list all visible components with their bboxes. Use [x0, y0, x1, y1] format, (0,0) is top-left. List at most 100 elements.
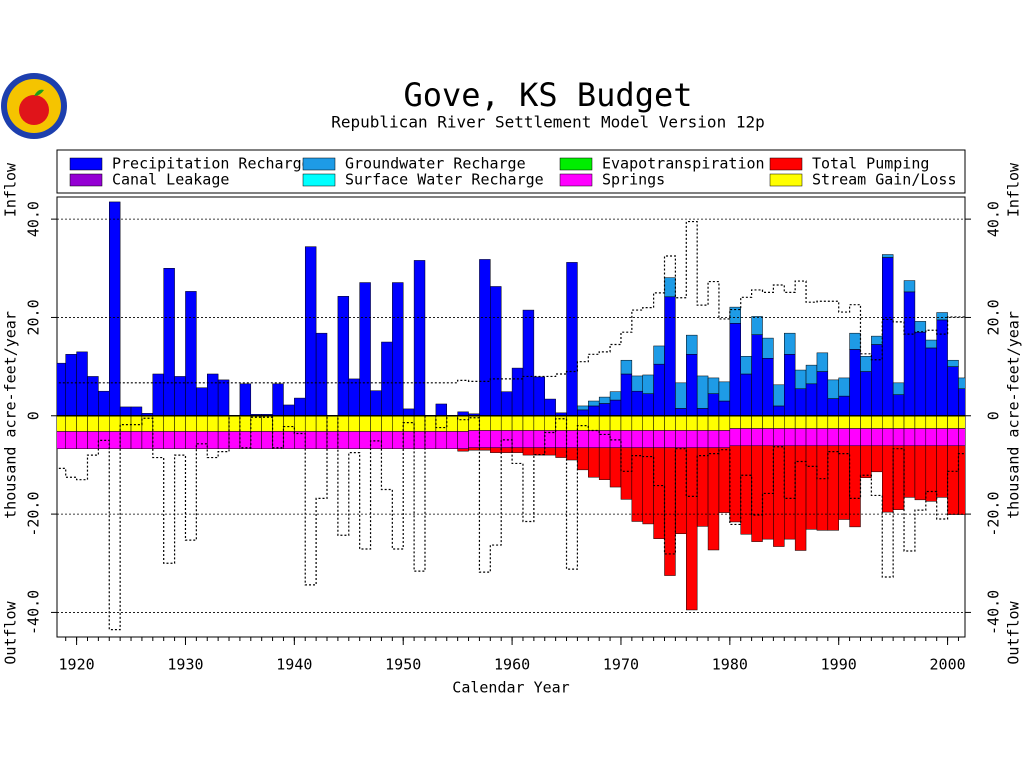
x-tick-label: 1940	[276, 656, 312, 674]
bar-segment	[577, 409, 589, 417]
bar-segment	[533, 447, 546, 456]
bar-segment	[696, 375, 709, 409]
bar-segment	[228, 415, 241, 432]
bar-segment	[402, 408, 415, 417]
bar-segment	[816, 415, 829, 429]
bar-segment	[936, 428, 948, 447]
bar-segment	[871, 445, 883, 473]
bar-segment	[947, 359, 959, 367]
bar-segment	[882, 254, 894, 258]
x-tick-label: 1960	[494, 656, 530, 674]
bar-segment	[947, 366, 959, 417]
bar-segment	[696, 447, 709, 527]
bar-segment	[947, 415, 959, 429]
bar-segment	[87, 431, 99, 449]
bar-segment	[773, 428, 785, 447]
bar-segment	[707, 447, 720, 551]
bar-segment	[250, 415, 262, 432]
bar-segment	[566, 447, 578, 461]
bar-segment	[413, 260, 426, 417]
bar-segment	[936, 445, 948, 498]
y-tick-label: 0	[25, 411, 43, 420]
bar-segment	[598, 415, 611, 431]
bar-segment	[315, 431, 328, 449]
bar-segment	[588, 405, 600, 417]
legend-swatch	[559, 157, 593, 171]
bar-segment	[250, 431, 262, 449]
bar-segment	[751, 415, 763, 429]
bar-segment	[566, 415, 578, 431]
bar-segment	[359, 431, 371, 449]
bar-segment	[239, 415, 252, 432]
bar-segment	[827, 379, 839, 399]
bar-segment	[304, 246, 317, 417]
bar-segment	[577, 430, 589, 448]
bar-segment	[544, 398, 556, 417]
bar-segment	[392, 415, 404, 432]
bar-segment	[304, 431, 317, 449]
bar-segment	[511, 415, 524, 431]
bar-segment	[849, 428, 861, 447]
bar-segment	[707, 393, 720, 417]
bar-segment	[598, 396, 611, 404]
outflow-label: Outflow	[2, 600, 20, 664]
bar-segment	[860, 428, 872, 447]
bar-segment	[631, 415, 643, 431]
bar-segment	[533, 415, 546, 431]
bar-segment	[261, 415, 273, 432]
bar-segment	[892, 415, 905, 429]
bar-segment	[185, 415, 197, 432]
bar-segment	[402, 431, 415, 449]
bar-segment	[239, 383, 252, 417]
bar-segment	[642, 447, 654, 525]
bar-segment	[130, 406, 143, 417]
bar-segment	[903, 428, 916, 447]
legend-label: Springs	[602, 171, 665, 189]
bar-segment	[805, 364, 818, 385]
bar-segment	[914, 428, 927, 447]
bar-segment	[457, 448, 469, 452]
bar-segment	[98, 415, 110, 432]
bar-segment	[686, 415, 698, 431]
bar-segment	[696, 408, 709, 417]
bar-segment	[827, 445, 839, 531]
bar-segment	[936, 319, 948, 417]
legend-swatch	[769, 157, 803, 171]
bar-segment	[936, 415, 948, 429]
bar-segment	[217, 379, 230, 417]
bar-segment	[958, 428, 965, 447]
x-axis-label: Calendar Year	[452, 679, 569, 697]
bar-segment	[272, 383, 284, 417]
bar-segment	[773, 405, 785, 417]
bar-segment	[686, 354, 698, 417]
bar-segment	[729, 323, 741, 417]
bar-segment	[805, 445, 818, 530]
bar-segment	[718, 447, 731, 513]
x-tick-label: 1990	[821, 656, 857, 674]
x-tick-label: 2000	[930, 656, 966, 674]
bar-segment	[914, 321, 927, 333]
bar-segment	[718, 415, 731, 431]
bar-segment	[555, 430, 567, 448]
bar-segment	[751, 334, 763, 417]
inflow-mirror	[57, 415, 965, 631]
bar-segment	[522, 447, 535, 456]
bar-segment	[773, 415, 785, 429]
bar-segment	[925, 445, 937, 502]
bar-segment	[892, 382, 905, 395]
bar-segment	[76, 431, 88, 449]
bar-segment	[675, 447, 687, 535]
bar-segment	[696, 430, 709, 448]
bar-segment	[294, 431, 306, 449]
bar-segment	[490, 286, 502, 417]
bar-segment	[57, 431, 66, 449]
bar-segment	[490, 447, 502, 453]
bar-segment	[620, 359, 633, 375]
bar-segment	[664, 277, 676, 298]
bar-segment	[239, 431, 252, 449]
bar-segment	[76, 351, 88, 417]
bar-segment	[577, 447, 589, 471]
bar-segment	[729, 415, 741, 429]
bar-segment	[653, 345, 665, 365]
